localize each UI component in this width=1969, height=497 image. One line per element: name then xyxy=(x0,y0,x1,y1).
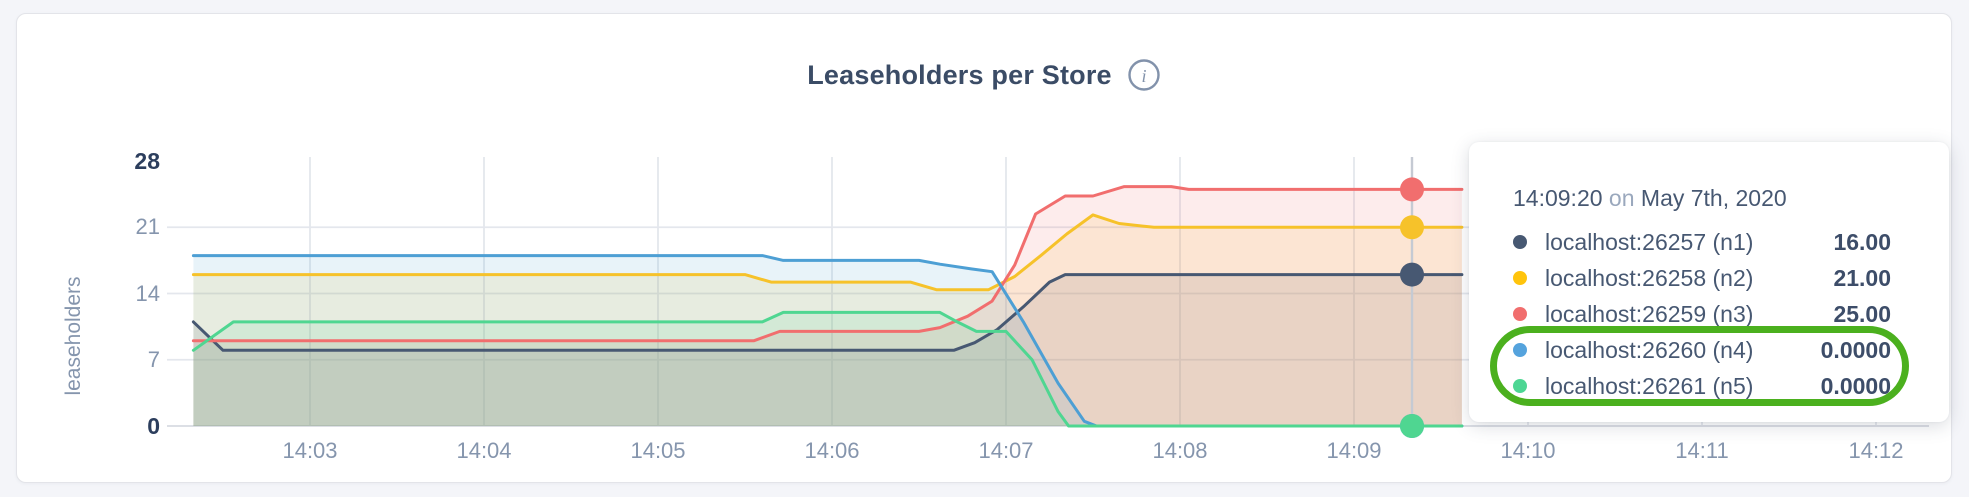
tooltip-row: localhost:26260 (n4) 0.0000 xyxy=(1513,332,1891,368)
series-label: localhost:26257 (n1) xyxy=(1545,228,1754,255)
x-tick-label: 14:03 xyxy=(282,438,338,463)
series-label: localhost:26260 (n4) xyxy=(1545,336,1754,363)
series-color-dot xyxy=(1513,307,1527,321)
tooltip-legend: localhost:26257 (n1) 16.00 localhost:26258… xyxy=(1513,224,1891,404)
chart-title-row: Leaseholders per Store i xyxy=(17,58,1951,92)
x-tick-label: 14:12 xyxy=(1848,438,1904,463)
x-tick-label: 14:06 xyxy=(804,438,860,463)
tooltip-date: May 7th, 2020 xyxy=(1640,185,1787,211)
series-value: 0.0000 xyxy=(1820,372,1891,399)
series-color-dot xyxy=(1513,379,1527,393)
x-tick-label: 14:09 xyxy=(1326,438,1382,463)
series-value: 0.0000 xyxy=(1820,336,1891,363)
series-color-dot xyxy=(1513,235,1527,249)
series-label: localhost:26261 (n5) xyxy=(1545,372,1754,399)
series-value: 25.00 xyxy=(1833,300,1891,327)
y-tick-label: 0 xyxy=(147,413,160,439)
tooltip-row: localhost:26257 (n1) 16.00 xyxy=(1513,224,1891,260)
series-label: localhost:26258 (n2) xyxy=(1545,264,1754,291)
tooltip-on: on xyxy=(1608,185,1635,211)
series-value: 21.00 xyxy=(1833,264,1891,291)
x-tick-label: 14:07 xyxy=(978,438,1034,463)
tooltip-row: localhost:26259 (n3) 25.00 xyxy=(1513,296,1891,332)
chart-plot[interactable] xyxy=(17,14,1969,497)
y-tick-label: 14 xyxy=(135,280,160,306)
y-tick-label: 21 xyxy=(135,214,160,240)
y-tick-label: 28 xyxy=(134,148,160,174)
x-tick-label: 14:04 xyxy=(456,438,512,463)
chart-title: Leaseholders per Store xyxy=(807,59,1112,90)
tooltip-timestamp: 14:09:20 on May 7th, 2020 xyxy=(1513,184,1891,212)
x-tick-label: 14:11 xyxy=(1675,438,1729,463)
chart-tooltip: 14:09:20 on May 7th, 2020 localhost:2625… xyxy=(1469,142,1949,422)
svg-text:i: i xyxy=(1141,66,1146,86)
tooltip-row: localhost:26258 (n2) 21.00 xyxy=(1513,260,1891,296)
series-color-dot xyxy=(1513,271,1527,285)
series-value: 16.00 xyxy=(1833,228,1891,255)
x-tick-label: 14:05 xyxy=(630,438,686,463)
series-color-dot xyxy=(1513,343,1527,357)
info-icon[interactable]: i xyxy=(1127,58,1161,92)
tooltip-row: localhost:26261 (n5) 0.0000 xyxy=(1513,368,1891,404)
y-tick-label: 7 xyxy=(147,346,160,372)
x-tick-label: 14:08 xyxy=(1152,438,1208,463)
tooltip-time: 14:09:20 xyxy=(1513,185,1603,211)
series-label: localhost:26259 (n3) xyxy=(1545,300,1754,327)
x-tick-label: 14:10 xyxy=(1500,438,1556,463)
